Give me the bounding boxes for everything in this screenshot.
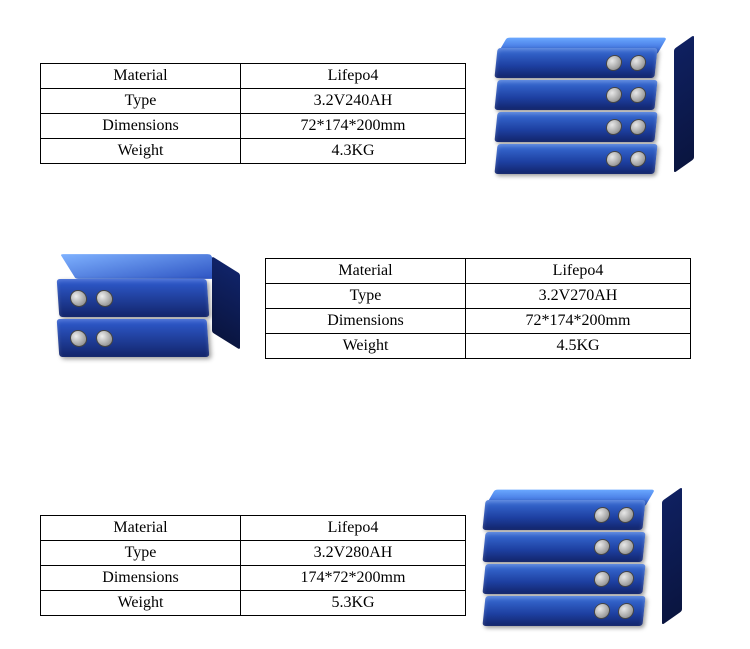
spec-label: Type: [41, 540, 241, 565]
battery-image-1: [496, 48, 676, 178]
table-row: Weight 4.5KG: [266, 334, 691, 359]
product-section-3: Material Lifepo4 Type 3.2V280AH Dimensio…: [40, 500, 664, 630]
spec-value: 174*72*200mm: [241, 565, 466, 590]
battery-image-3: [484, 500, 664, 630]
spec-label: Weight: [41, 590, 241, 615]
product-section-1: Material Lifepo4 Type 3.2V240AH Dimensio…: [40, 48, 676, 178]
table-row: Dimensions 72*174*200mm: [41, 113, 466, 138]
spec-value: Lifepo4: [241, 63, 466, 88]
table-row: Material Lifepo4: [41, 515, 466, 540]
spec-table-2: Material Lifepo4 Type 3.2V270AH Dimensio…: [265, 258, 691, 359]
spec-table-1: Material Lifepo4 Type 3.2V240AH Dimensio…: [40, 63, 466, 164]
table-row: Type 3.2V280AH: [41, 540, 466, 565]
table-row: Weight 5.3KG: [41, 590, 466, 615]
spec-label: Material: [41, 63, 241, 88]
spec-label: Dimensions: [41, 113, 241, 138]
table-row: Type 3.2V240AH: [41, 88, 466, 113]
spec-label: Dimensions: [41, 565, 241, 590]
spec-value: 4.5KG: [466, 334, 691, 359]
table-row: Weight 4.3KG: [41, 138, 466, 163]
table-row: Material Lifepo4: [41, 63, 466, 88]
spec-value: 4.3KG: [241, 138, 466, 163]
spec-table-3: Material Lifepo4 Type 3.2V280AH Dimensio…: [40, 515, 466, 616]
table-row: Dimensions 72*174*200mm: [266, 309, 691, 334]
spec-value: 3.2V240AH: [241, 88, 466, 113]
battery-image-2: [50, 259, 240, 359]
table-row: Material Lifepo4: [266, 259, 691, 284]
spec-value: 72*174*200mm: [466, 309, 691, 334]
spec-label: Type: [41, 88, 241, 113]
spec-label: Weight: [41, 138, 241, 163]
table-row: Type 3.2V270AH: [266, 284, 691, 309]
spec-label: Dimensions: [266, 309, 466, 334]
spec-value: 72*174*200mm: [241, 113, 466, 138]
table-row: Dimensions 174*72*200mm: [41, 565, 466, 590]
spec-value: 3.2V280AH: [241, 540, 466, 565]
spec-value: 3.2V270AH: [466, 284, 691, 309]
spec-label: Material: [266, 259, 466, 284]
spec-value: Lifepo4: [241, 515, 466, 540]
spec-value: 5.3KG: [241, 590, 466, 615]
spec-label: Weight: [266, 334, 466, 359]
spec-value: Lifepo4: [466, 259, 691, 284]
product-section-2: Material Lifepo4 Type 3.2V270AH Dimensio…: [50, 258, 691, 359]
spec-label: Type: [266, 284, 466, 309]
spec-label: Material: [41, 515, 241, 540]
